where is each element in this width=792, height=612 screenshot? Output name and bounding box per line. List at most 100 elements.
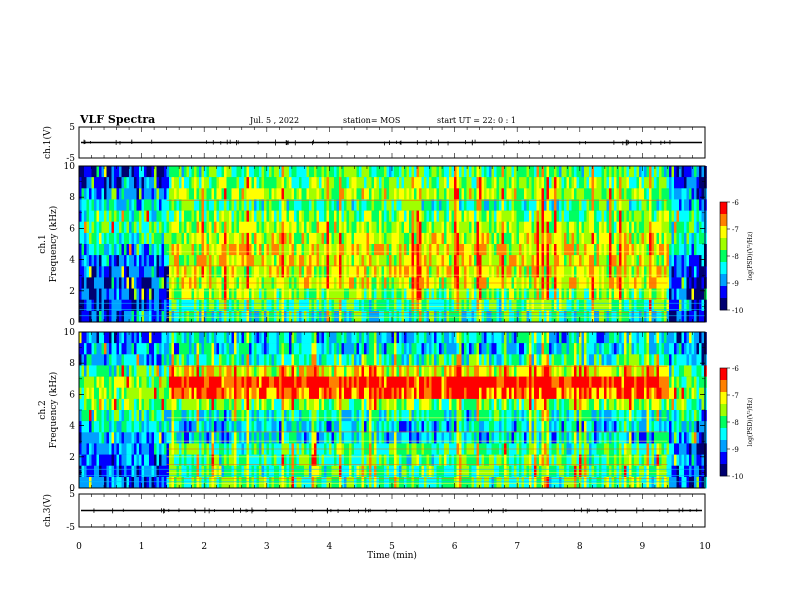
- spectrogram-cell: [96, 244, 100, 256]
- spectrogram-cell: [569, 210, 572, 223]
- spectrogram-cell: [366, 244, 370, 256]
- spectrogram-cell: [434, 299, 437, 312]
- spectrogram-cell: [584, 244, 587, 256]
- spectrogram-cell: [364, 266, 367, 278]
- spectrogram-cell: [166, 199, 170, 211]
- spectrogram-cell: [276, 354, 280, 366]
- spectrogram-cell: [394, 210, 397, 223]
- spectrogram-cell: [506, 232, 510, 245]
- spectrogram-cell: [356, 299, 360, 312]
- spectrogram-cell: [404, 266, 407, 278]
- spectrogram-cell: [106, 376, 110, 389]
- spectrogram-cell: [216, 221, 220, 234]
- spectrogram-cell: [301, 288, 305, 301]
- spectrogram-cell: [624, 188, 627, 200]
- spectrogram-cell: [474, 232, 477, 245]
- spectrogram-cell: [144, 343, 147, 355]
- spectrogram-cell: [341, 166, 345, 178]
- spectrogram-cell: [86, 188, 90, 200]
- spectrogram-cell: [359, 199, 362, 211]
- spectrogram-cell: [279, 343, 282, 355]
- spectrogram-cell: [406, 266, 410, 278]
- spectrogram-cell: [444, 221, 447, 234]
- spectrogram-cell: [519, 244, 522, 256]
- spectrogram-cell: [134, 310, 137, 323]
- spectrogram-cell: [251, 432, 255, 444]
- spectrogram-cell: [441, 299, 445, 312]
- spectrogram-cell: [211, 332, 215, 344]
- spectrogram-cell: [651, 244, 655, 256]
- spectrogram-cell: [126, 244, 130, 256]
- spectrogram-cell: [474, 255, 477, 267]
- spectrogram-cell: [454, 288, 457, 301]
- spectrogram-cell: [181, 421, 185, 433]
- spectrogram-cell: [166, 354, 170, 366]
- spectrogram-cell: [571, 310, 575, 323]
- spectrogram-cell: [216, 343, 220, 355]
- spectrogram-cell: [136, 188, 140, 200]
- spectrogram-cell: [474, 177, 477, 189]
- spectrogram-cell: [79, 277, 82, 289]
- spectrogram-cell: [209, 454, 212, 467]
- spectrogram-cell: [504, 299, 507, 312]
- spectrogram-cell: [239, 166, 242, 178]
- spectrogram-cell: [89, 376, 92, 389]
- spectrogram-cell: [111, 421, 115, 433]
- spectrogram-cell: [384, 221, 387, 234]
- spectrogram-cell: [679, 210, 682, 223]
- spectrogram-cell: [176, 376, 180, 389]
- spectrogram-cell: [129, 443, 132, 455]
- spectrogram-cell: [581, 221, 585, 234]
- spectrogram-cell: [96, 454, 100, 467]
- spectrogram-cell: [329, 232, 332, 245]
- spectrogram-cell: [116, 299, 120, 312]
- spectrogram-cell: [146, 354, 150, 366]
- spectrogram-cell: [181, 332, 185, 344]
- spectrogram-cell: [284, 166, 287, 178]
- spectrogram-cell: [631, 188, 635, 200]
- spectrogram-cell: [146, 365, 150, 377]
- spectrogram-cell: [536, 255, 540, 267]
- spectrogram-cell: [431, 244, 435, 256]
- spectrogram-cell: [541, 177, 545, 189]
- spectrogram-cell: [299, 232, 302, 245]
- spectrogram-cell: [146, 166, 150, 178]
- spectrogram-cell: [321, 210, 325, 223]
- spectrogram-cell: [301, 199, 305, 211]
- spectrogram-cell: [266, 255, 270, 267]
- spectrogram-cell: [654, 199, 657, 211]
- spectrogram-cell: [254, 476, 257, 489]
- spectrogram-cell: [491, 166, 495, 178]
- spectrogram-cell: [456, 177, 460, 189]
- spectrogram-cell: [141, 310, 145, 323]
- spectrogram-cell: [201, 343, 205, 355]
- spectrogram-cell: [591, 288, 595, 301]
- spectrogram-cell: [414, 266, 417, 278]
- spectrogram-cell: [214, 410, 217, 422]
- spectrogram-cell: [224, 266, 227, 278]
- spectrogram-cell: [219, 465, 222, 478]
- spectrogram-cell: [321, 288, 325, 301]
- spectrogram-cell: [491, 221, 495, 234]
- spectrogram-cell: [501, 199, 505, 211]
- spectrogram-cell: [366, 299, 370, 312]
- spectrogram-cell: [266, 199, 270, 211]
- spectrogram-cell: [434, 244, 437, 256]
- spectrogram-cell: [449, 266, 452, 278]
- spectrogram-cell: [549, 310, 552, 323]
- spectrogram-cell: [111, 376, 115, 389]
- spectrogram-cell: [216, 376, 220, 389]
- spectrogram-cell: [429, 288, 432, 301]
- spectrogram-cell: [489, 299, 492, 312]
- spectrogram-cell: [236, 376, 240, 389]
- spectrogram-cell: [694, 188, 697, 200]
- spectrogram-cell: [591, 166, 595, 178]
- spectrogram-cell: [574, 210, 577, 223]
- spectrogram-cell: [691, 299, 695, 312]
- spectrogram-cell: [414, 255, 417, 267]
- spectrogram-cell: [169, 210, 172, 223]
- spectrogram-cell: [99, 376, 102, 389]
- spectrogram-cell: [204, 288, 207, 301]
- spectrogram-cell: [394, 255, 397, 267]
- spectrogram-cell: [691, 199, 695, 211]
